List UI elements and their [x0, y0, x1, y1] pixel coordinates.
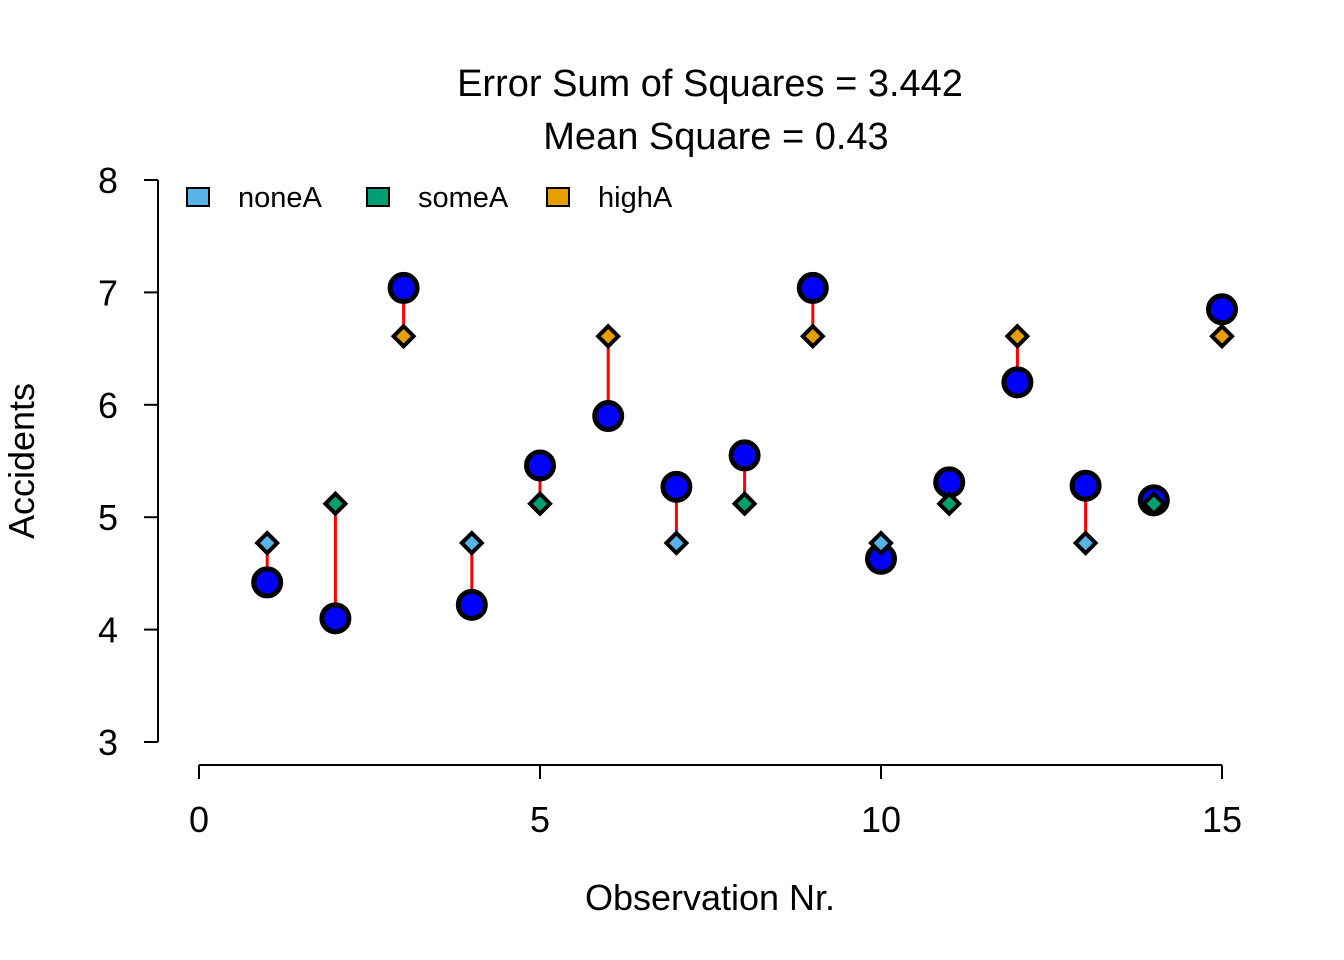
y-tick-label: 3 — [98, 722, 118, 763]
group-mean-markers — [254, 323, 1235, 556]
group-mean-marker — [1209, 323, 1235, 350]
observed-point — [728, 439, 761, 472]
x-tick-label: 15 — [1202, 799, 1242, 840]
group-mean-marker — [390, 323, 417, 350]
legend-label: noneA — [238, 182, 323, 214]
observed-points — [251, 271, 1238, 635]
legend-label: someA — [418, 182, 509, 214]
legend-item-noneA: noneA — [186, 182, 323, 214]
x-tick-label: 10 — [861, 799, 901, 840]
observed-point — [1206, 293, 1238, 326]
group-mean-marker — [1004, 323, 1031, 350]
observed-point — [1069, 469, 1102, 502]
observed-point — [660, 470, 693, 503]
group-mean-marker — [1072, 530, 1099, 556]
chart-title: Error Sum of Squares = 3.442 — [457, 63, 963, 105]
group-mean-marker — [868, 530, 894, 556]
legend-swatch — [366, 187, 390, 207]
chart-subtitle: Mean Square = 0.43 — [543, 116, 888, 158]
group-mean-marker — [936, 490, 963, 517]
y-axis: 3 4 5 6 7 8 — [98, 160, 159, 763]
observed-point — [524, 449, 556, 482]
observed-point — [1001, 366, 1034, 399]
legend-swatch — [186, 187, 210, 207]
observed-point — [387, 271, 420, 304]
x-tick-label: 5 — [530, 799, 550, 840]
group-mean-marker — [799, 323, 826, 350]
legend: noneA someA highA — [186, 182, 673, 214]
legend-swatch — [546, 187, 570, 207]
group-mean-marker — [527, 490, 553, 517]
observed-point — [251, 566, 284, 599]
observed-point — [796, 271, 829, 304]
legend-item-someA: someA — [366, 182, 509, 214]
observed-point — [455, 588, 488, 621]
legend-label: highA — [598, 182, 673, 214]
legend-item-highA: highA — [546, 182, 673, 214]
y-tick-label: 7 — [98, 272, 118, 313]
y-tick-label: 5 — [98, 497, 118, 538]
y-axis-label: Accidents — [1, 383, 42, 539]
y-tick-label: 8 — [98, 160, 118, 201]
observed-point — [592, 400, 625, 433]
group-mean-marker — [254, 530, 281, 556]
group-mean-marker — [1140, 490, 1167, 517]
group-mean-marker — [731, 490, 758, 517]
group-mean-marker — [663, 530, 690, 556]
group-mean-marker — [458, 530, 485, 556]
y-tick-label: 6 — [98, 385, 118, 426]
group-mean-marker — [322, 490, 349, 517]
y-tick-label: 4 — [98, 610, 118, 651]
x-axis: 0 5 10 15 — [189, 764, 1242, 840]
group-mean-marker — [595, 323, 622, 350]
x-axis-label: Observation Nr. — [585, 877, 835, 918]
observed-point — [319, 602, 352, 635]
x-tick-label: 0 — [189, 799, 209, 840]
